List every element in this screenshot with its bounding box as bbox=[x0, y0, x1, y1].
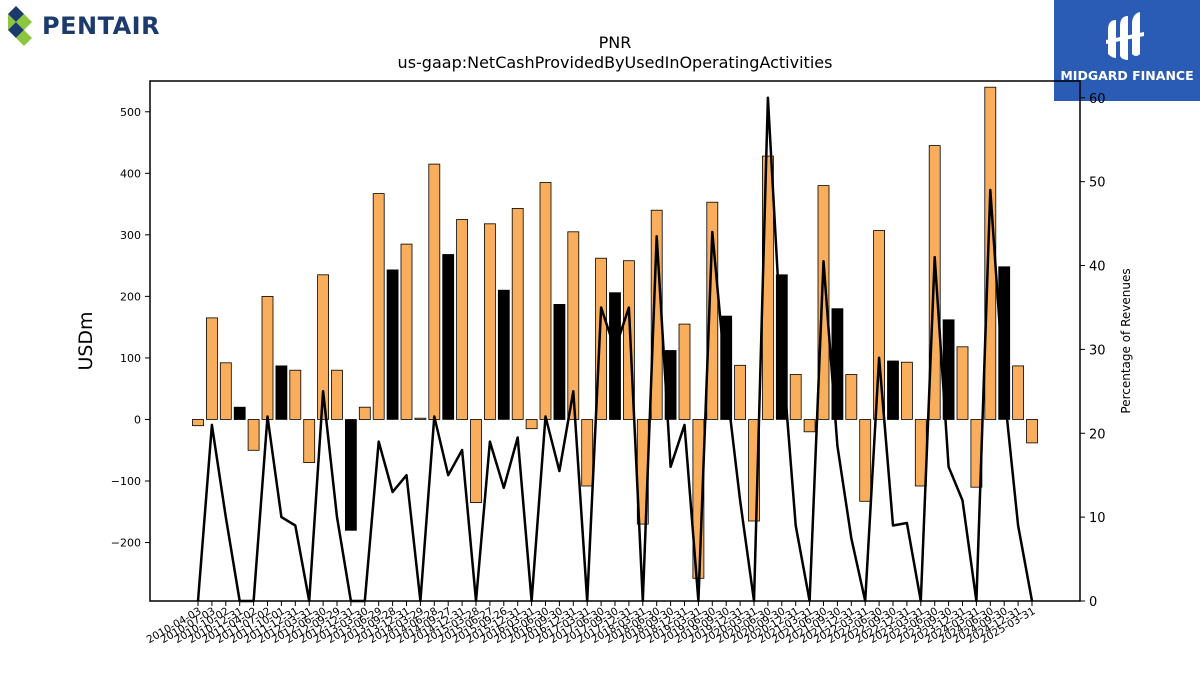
bar bbox=[303, 419, 316, 463]
line-series bbox=[196, 96, 1034, 603]
bar bbox=[678, 323, 691, 420]
bar bbox=[386, 269, 399, 420]
y-tick-label: 100 bbox=[120, 352, 141, 365]
chart-subtitle: us-gaap:NetCashProvidedByUsedInOperating… bbox=[398, 53, 833, 72]
bar bbox=[483, 223, 496, 420]
x-axis: 2010-04-032010-07-032010-10-022010-12-31… bbox=[145, 601, 1038, 646]
bar bbox=[748, 419, 760, 522]
bar bbox=[247, 419, 260, 451]
bar bbox=[1026, 419, 1038, 444]
bar bbox=[859, 419, 872, 502]
bar bbox=[331, 369, 343, 420]
bar bbox=[1012, 365, 1024, 420]
bar bbox=[317, 274, 330, 420]
bar bbox=[344, 419, 357, 531]
bar bbox=[511, 207, 524, 420]
bar bbox=[275, 365, 288, 420]
bar bbox=[803, 419, 816, 433]
bar bbox=[553, 303, 566, 420]
bar bbox=[428, 163, 441, 420]
bar bbox=[372, 193, 385, 420]
bar bbox=[567, 231, 580, 420]
pentair-logo: PENTAIR bbox=[6, 6, 160, 46]
bar-series bbox=[192, 86, 1038, 579]
y2-tick-label: 60 bbox=[1089, 92, 1106, 107]
bar bbox=[470, 419, 482, 503]
bar bbox=[720, 315, 733, 420]
bar bbox=[887, 360, 899, 420]
bar bbox=[442, 254, 455, 420]
bar bbox=[289, 369, 302, 420]
bar bbox=[233, 406, 246, 420]
bar bbox=[623, 260, 635, 420]
bar bbox=[789, 374, 802, 420]
y2-tick-label: 40 bbox=[1089, 260, 1106, 275]
y-axis: −200 −100 0 100 200 300 400 500 bbox=[111, 106, 150, 550]
bar bbox=[956, 346, 969, 420]
chart-title: PNR bbox=[599, 33, 632, 52]
bar bbox=[205, 317, 218, 420]
bar bbox=[595, 257, 607, 420]
y2-axis: 0 10 20 30 40 50 60 bbox=[1080, 92, 1106, 610]
bar bbox=[525, 419, 538, 430]
y2-tick-label: 10 bbox=[1089, 511, 1106, 526]
y-tick-label: −100 bbox=[111, 475, 141, 488]
bar bbox=[219, 362, 232, 420]
bar bbox=[706, 201, 719, 420]
y2-axis-label: Percentage of Revenues bbox=[1119, 268, 1133, 413]
bar bbox=[497, 289, 510, 420]
bar bbox=[539, 182, 552, 420]
y-tick-label: −200 bbox=[111, 537, 141, 550]
y-tick-label: 300 bbox=[120, 229, 141, 242]
y2-tick-label: 0 bbox=[1089, 595, 1097, 610]
bar bbox=[358, 406, 371, 420]
y-tick-label: 500 bbox=[120, 106, 141, 119]
midgard-logo-icon bbox=[1106, 12, 1144, 60]
bar bbox=[845, 374, 858, 420]
bar bbox=[414, 417, 427, 420]
badge-text: MIDGARD FINANCE bbox=[1060, 68, 1194, 83]
bar bbox=[998, 266, 1011, 420]
bar bbox=[817, 185, 830, 420]
line-path bbox=[196, 96, 1034, 603]
y-axis-label: USDm bbox=[75, 311, 97, 370]
bar bbox=[734, 364, 746, 420]
bar bbox=[456, 219, 469, 420]
bar bbox=[192, 419, 204, 427]
y2-tick-label: 50 bbox=[1089, 176, 1106, 191]
y-tick-label: 0 bbox=[134, 413, 141, 426]
midgard-finance-badge: MIDGARD FINANCE bbox=[1054, 0, 1200, 101]
bar bbox=[609, 292, 621, 420]
brand-name: PENTAIR bbox=[42, 12, 161, 40]
bar bbox=[400, 243, 413, 420]
pentair-logo-icon bbox=[8, 6, 32, 46]
y-tick-label: 200 bbox=[120, 290, 141, 303]
y-tick-label: 400 bbox=[120, 167, 141, 180]
y2-tick-label: 30 bbox=[1089, 343, 1106, 358]
y2-tick-label: 20 bbox=[1089, 427, 1106, 442]
bar bbox=[261, 295, 274, 420]
bar bbox=[901, 361, 913, 420]
bar bbox=[581, 419, 594, 487]
bar bbox=[873, 230, 885, 420]
